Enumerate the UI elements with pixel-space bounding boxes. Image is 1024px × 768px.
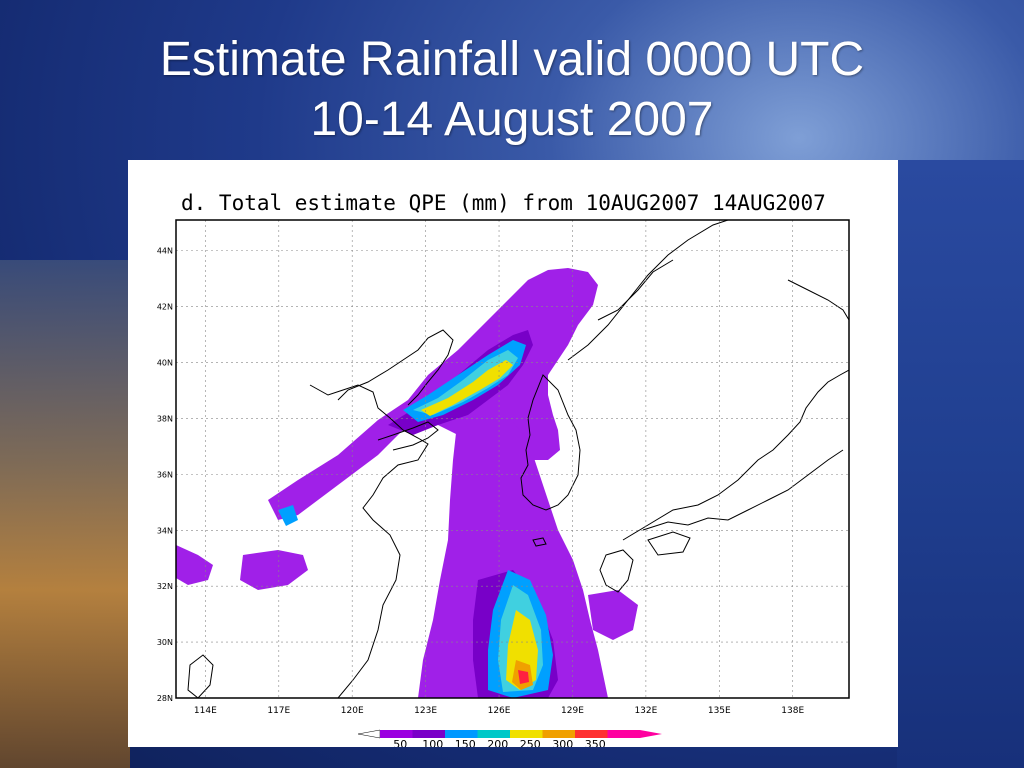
longitude-tick-label: 123E (414, 706, 437, 716)
rainfall-field (176, 268, 638, 698)
colorbar-label: 300 (552, 738, 573, 747)
longitude-tick-label: 132E (634, 706, 657, 716)
rain-area-50mm-west-patch (176, 545, 213, 585)
rainfall-map: d. Total estimate QPE (mm) from 10AUG200… (157, 191, 850, 747)
coastline-north-korea-russia (567, 220, 729, 361)
longitude-tick-label: 129E (561, 706, 584, 716)
colorbar-segment (607, 730, 640, 738)
longitude-tick-label: 126E (488, 706, 511, 716)
latitude-tick-label: 40N (157, 359, 173, 368)
rainfall-map-panel: d. Total estimate QPE (mm) from 10AUG200… (128, 160, 898, 747)
slide-title-line1: Estimate Rainfall valid 0000 UTC (159, 33, 865, 86)
latitude-tick-label: 28N (157, 694, 173, 703)
colorbar-segment (445, 730, 478, 738)
colorbar-low-arrow (357, 729, 381, 739)
rain-area-50mm-east-patch (588, 590, 638, 640)
colorbar-segment (412, 730, 445, 738)
coastline-jeju (532, 537, 547, 547)
coastline-bohai (337, 329, 454, 406)
longitude-tick-label: 114E (194, 706, 217, 716)
colorbar-label: 100 (422, 738, 443, 747)
colorbar-high-arrow (640, 730, 662, 738)
coastline-hokkaido (787, 279, 849, 321)
rain-area-250mm (421, 360, 513, 416)
colorbar-label: 50 (393, 738, 407, 747)
rain-area-150mm-west (278, 505, 298, 526)
latitude-axis: 44N 42N 40N 38N 36N 34N 32N 30N 28N (157, 247, 173, 703)
latitude-tick-label: 36N (157, 470, 173, 479)
coastline-japan-shikoku (647, 531, 691, 556)
colorbar-label: 200 (487, 738, 508, 747)
latitude-tick-label: 44N (157, 247, 173, 256)
longitude-tick-label: 138E (781, 706, 804, 716)
longitude-tick-label: 135E (708, 706, 731, 716)
rain-area-50mm-west-patch-2 (240, 550, 308, 590)
latitude-tick-label: 30N (157, 638, 173, 647)
coastline-russia-pacific (597, 259, 674, 321)
slide-title: Estimate Rainfall valid 0000 UTC 10-14 A… (0, 30, 1024, 150)
plot-frame (175, 219, 850, 699)
slide-title-line2: 10-14 August 2007 (310, 93, 714, 146)
rain-area-350mm (518, 670, 529, 684)
colorbar-label: 350 (585, 738, 606, 747)
rain-area-200mm (413, 350, 518, 415)
colorbar-label: 150 (455, 738, 476, 747)
colorbar-label: 250 (520, 738, 541, 747)
coastline-japan-honshu (622, 369, 849, 541)
coastline-korea (520, 374, 581, 511)
longitude-tick-label: 117E (267, 706, 290, 716)
longitude-tick-label: 120E (341, 706, 364, 716)
coastlines (187, 220, 849, 698)
colorbar-labels: 50 100 150 200 250 300 350 (393, 738, 606, 747)
background-storm-image (0, 260, 130, 768)
coastline-japan-south-honshu (642, 449, 844, 531)
latitude-tick-label: 42N (157, 303, 173, 312)
colorbar-segment (477, 730, 510, 738)
latitude-tick-label: 32N (157, 582, 173, 591)
longitude-axis: 114E 117E 120E 123E 126E 129E 132E 135E 138E (194, 706, 805, 716)
coastline-shandong (377, 421, 439, 451)
coastline-taiwan (187, 654, 214, 698)
graticule (176, 220, 849, 698)
colorbar (357, 729, 662, 739)
colorbar-segment (380, 730, 413, 738)
colorbar-segment (542, 730, 575, 738)
map-title: d. Total estimate QPE (mm) from 10AUG200… (181, 191, 826, 215)
background-lightning-image (897, 160, 1024, 768)
colorbar-segment (575, 730, 608, 738)
rain-area-50mm-southern-band (418, 415, 608, 698)
colorbar-segment (510, 730, 543, 738)
latitude-tick-label: 34N (157, 526, 173, 535)
coastline-china-east (309, 384, 429, 698)
coastline-japan-kyushu (599, 549, 634, 593)
latitude-tick-label: 38N (157, 414, 173, 423)
